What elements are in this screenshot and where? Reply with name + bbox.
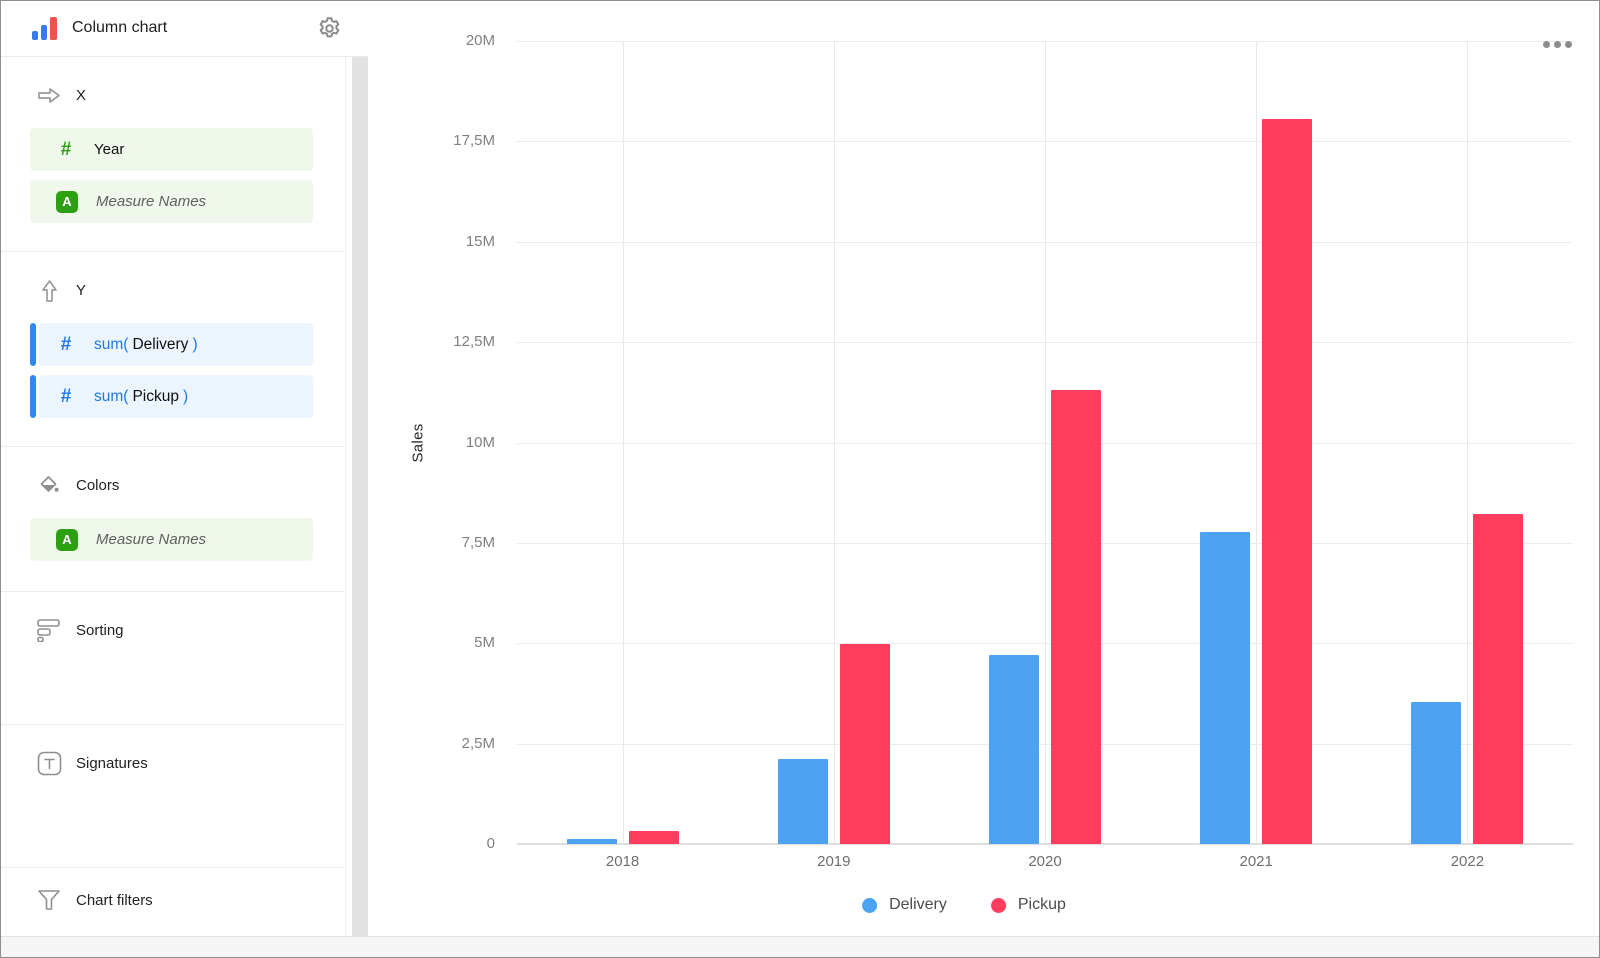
section-colors: Colors A Measure Names [0, 447, 345, 592]
sidebar-header: Column chart [0, 0, 368, 57]
section-x: X # Year A Measure Names [0, 57, 345, 252]
arrow-right-icon [36, 85, 62, 106]
chart-legend: Delivery Pickup [862, 896, 1066, 914]
bar-pickup-2022[interactable] [1473, 514, 1524, 844]
section-colors-label: Colors [76, 476, 120, 494]
field-pill-sum-delivery[interactable]: # sum(Delivery) [30, 323, 313, 366]
sidebar-body: X # Year A Measure Names [0, 57, 368, 958]
x-tick-label: 2022 [1450, 853, 1485, 870]
text-field-icon: A [56, 528, 78, 551]
legend-item-delivery[interactable]: Delivery [862, 896, 947, 914]
paint-bucket-icon [36, 473, 62, 497]
section-signatures-label: Signatures [76, 754, 148, 772]
bar-delivery-2018[interactable] [566, 839, 617, 844]
plot-area: 2018 2019 2020 2021 2022 [517, 41, 1573, 870]
gear-icon[interactable] [317, 16, 342, 41]
ellipsis-icon[interactable] [1543, 41, 1572, 48]
chart-preview-area: Sales 2018 2019 2020 2021 2022 Delivery Picku… [368, 0, 1600, 958]
bar-delivery-2019[interactable] [777, 759, 828, 844]
bar-delivery-2021[interactable] [1200, 532, 1251, 844]
legend-label: Delivery [889, 896, 947, 913]
bar-chart-icon [32, 16, 57, 40]
y-tick-label: 5M [474, 634, 495, 652]
y-tick-label: 20M [465, 32, 495, 49]
y-tick-label: 15M [465, 232, 495, 250]
section-y-header: Y [0, 272, 345, 308]
field-label: Measure Names [96, 193, 207, 210]
bar-pickup-2018[interactable] [628, 831, 679, 844]
section-sorting: Sorting [0, 592, 345, 725]
bottom-scrollbar-track[interactable] [0, 936, 1600, 958]
number-field-icon: # [60, 385, 72, 407]
gridline-x [1256, 41, 1258, 844]
x-tick-label: 2019 [817, 853, 851, 870]
section-chart-filters-label: Chart filters [76, 891, 153, 909]
sorting-bars-icon [36, 618, 62, 642]
section-y-label: Y [76, 281, 87, 299]
y-tick-label: 7,5M [461, 533, 495, 551]
section-signatures-header: Signatures [0, 745, 345, 781]
field-pill-sum-pickup[interactable]: # sum(Pickup) [30, 375, 313, 418]
section-sorting-label: Sorting [76, 621, 124, 639]
y-tick-label: 12,5M [453, 333, 495, 351]
y-tick-label: 2,5M [461, 734, 495, 752]
y-tick-label: 10M [465, 433, 495, 451]
gridline-x [622, 41, 624, 844]
field-pill-year[interactable]: # Year [30, 128, 313, 171]
section-chart-filters: Chart filters [0, 868, 345, 936]
text-field-icon: A [56, 190, 78, 213]
x-tick-label: 2021 [1239, 853, 1273, 870]
gridline-x [1045, 41, 1046, 844]
formula-label: sum(Delivery) [94, 335, 198, 353]
text-box-icon [36, 751, 62, 776]
arrow-up-icon [36, 278, 62, 303]
bar-pickup-2019[interactable] [839, 644, 890, 844]
section-colors-header: Colors [0, 467, 345, 503]
gridline-y [517, 843, 1573, 845]
section-x-header: X [0, 77, 345, 113]
gridline-x [1467, 41, 1469, 844]
measure-accent-bar [30, 323, 36, 366]
number-field-icon: # [60, 138, 72, 160]
gridline-x [833, 41, 835, 844]
bar-delivery-2020[interactable] [989, 655, 1039, 844]
sidebar-scrollbar[interactable] [352, 57, 368, 958]
section-chart-filters-header: Chart filters [0, 882, 345, 918]
number-field-icon: # [60, 333, 72, 355]
y-tick-label: 0 [486, 835, 495, 852]
field-pill-measure-names[interactable]: A Measure Names [30, 518, 313, 561]
formula-label: sum(Pickup) [94, 387, 189, 405]
funnel-icon [36, 889, 62, 911]
field-label: Year [94, 141, 125, 158]
field-pill-measure-names[interactable]: A Measure Names [30, 180, 313, 223]
x-tick-label: 2018 [605, 853, 640, 870]
legend-dot-icon [990, 897, 1006, 913]
x-tick-label: 2020 [1028, 853, 1062, 870]
bar-pickup-2020[interactable] [1051, 390, 1101, 844]
chart-type-title: Column chart [72, 19, 168, 36]
legend-item-pickup[interactable]: Pickup [990, 896, 1066, 914]
section-signatures: Signatures [0, 725, 345, 868]
bar-delivery-2022[interactable] [1411, 702, 1462, 844]
section-x-label: X [76, 86, 87, 104]
section-y: Y # sum(Delivery) # sum(Pick [0, 252, 345, 447]
y-tick-label: 17,5M [453, 132, 495, 150]
legend-label: Pickup [1017, 896, 1066, 913]
bar-pickup-2021[interactable] [1262, 119, 1313, 844]
legend-dot-icon [862, 897, 878, 913]
measure-accent-bar [30, 375, 36, 418]
field-label: Measure Names [96, 531, 207, 548]
section-sorting-header: Sorting [0, 612, 345, 648]
chart-config-sidebar: Column chart X # Year [0, 0, 368, 958]
